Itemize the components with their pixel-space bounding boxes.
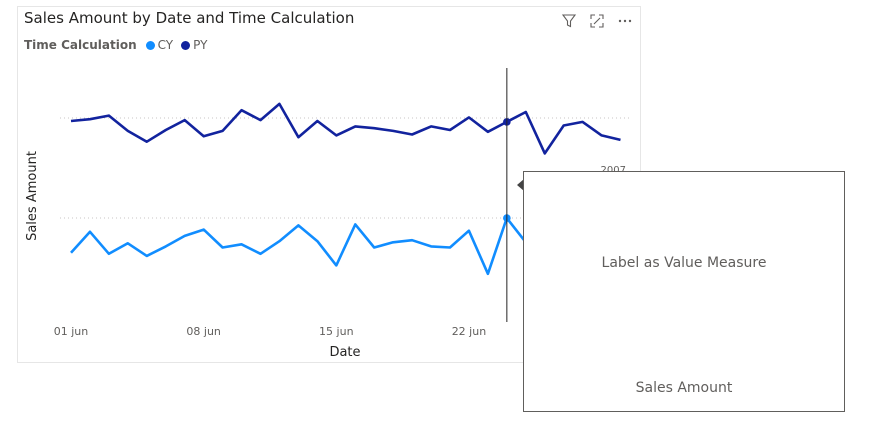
legend-item-py[interactable]: PY	[181, 38, 207, 52]
data-label: 2007	[601, 165, 626, 176]
chart-title: Sales Amount by Date and Time Calculatio…	[24, 9, 355, 27]
filter-icon[interactable]	[560, 13, 578, 29]
y-axis-title: Sales Amount	[25, 151, 40, 241]
legend-item-cy[interactable]: CY	[145, 38, 174, 52]
series-line-cy	[70, 216, 546, 276]
series-line-py	[70, 102, 621, 155]
x-tick-label: 08 jun	[186, 325, 221, 338]
chart-legend: Time Calculation CY PY	[24, 38, 215, 52]
x-axis-title: Date	[329, 345, 360, 360]
x-tick-label: 15 jun	[319, 325, 354, 338]
legend-marker-py	[181, 40, 191, 50]
focus-mode-icon[interactable]	[588, 13, 606, 29]
x-tick-label: 22 jun	[452, 325, 487, 338]
tooltip-pointer	[517, 179, 524, 191]
visual-header-icons	[560, 13, 634, 29]
legend-title: Time Calculation	[24, 38, 137, 52]
x-tick-label: 01 jun	[54, 325, 89, 338]
tooltip-primary-label: Label as Value Measure	[601, 255, 767, 271]
more-options-icon[interactable]	[616, 13, 634, 29]
tooltip-secondary-label: Sales Amount	[635, 380, 733, 396]
legend-marker-cy	[145, 40, 155, 50]
legend-label-py: PY	[193, 38, 208, 52]
tooltip: Label as Value Measure Sales Amount	[523, 171, 845, 412]
legend-label-cy: CY	[157, 38, 174, 52]
